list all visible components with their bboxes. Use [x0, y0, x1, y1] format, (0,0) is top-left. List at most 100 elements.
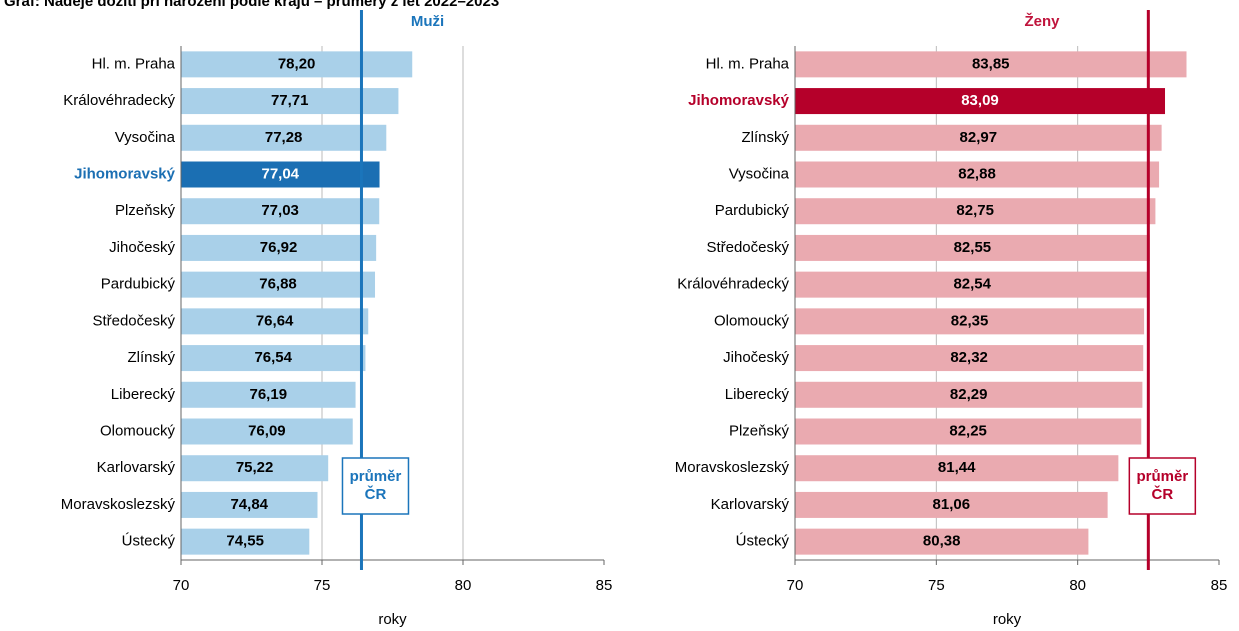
x-tick-label: 70	[787, 577, 804, 594]
category-label: Jihočeský	[723, 349, 789, 366]
value-label: 76,19	[250, 386, 288, 403]
annotation: ČR	[1151, 485, 1173, 503]
bar	[181, 124, 387, 151]
x-axis-label: roky	[993, 611, 1022, 628]
category-label: Plzeňský	[115, 202, 176, 219]
category-label: Hl. m. Praha	[706, 55, 790, 72]
x-tick-label: 75	[314, 577, 331, 594]
category-label: Moravskoslezský	[61, 496, 176, 513]
category-label: Karlovarský	[97, 459, 176, 476]
value-label: 76,54	[254, 349, 292, 366]
bar	[181, 455, 329, 482]
value-label: 82,75	[956, 202, 994, 219]
annotation: průměr	[1136, 468, 1188, 485]
bar	[795, 161, 1160, 188]
category-label: Královéhradecký	[63, 92, 175, 109]
value-label: 74,84	[230, 496, 268, 513]
chart-title: Muži	[411, 13, 444, 30]
bar	[795, 198, 1156, 225]
category-label: Jihočeský	[109, 239, 175, 256]
category-label: Zlínský	[741, 129, 789, 146]
category-label: Plzeňský	[729, 422, 790, 439]
bar	[795, 455, 1119, 482]
bar	[181, 271, 376, 298]
value-label: 82,25	[949, 422, 987, 439]
bar	[181, 198, 380, 225]
value-label: 75,22	[236, 459, 274, 476]
category-label: Hl. m. Praha	[92, 55, 176, 72]
value-label: 82,88	[958, 165, 996, 182]
bar	[181, 381, 356, 408]
category-label: Moravskoslezský	[675, 459, 790, 476]
bar	[795, 491, 1108, 518]
category-label: Ústecký	[736, 533, 790, 550]
bar	[795, 124, 1162, 151]
value-label: 82,32	[950, 349, 988, 366]
category-label: Jihomoravský	[688, 92, 790, 109]
value-label: 82,97	[960, 129, 998, 146]
bar	[795, 88, 1166, 115]
category-label: Zlínský	[127, 349, 175, 366]
category-label: Jihomoravský	[74, 165, 176, 182]
bar	[795, 234, 1150, 261]
bar	[795, 271, 1150, 298]
bar	[795, 51, 1187, 78]
category-label: Středočeský	[706, 239, 789, 256]
category-label: Středočeský	[92, 312, 175, 329]
x-tick-label: 70	[173, 577, 190, 594]
value-label: 76,92	[260, 239, 298, 256]
value-label: 77,28	[265, 129, 303, 146]
value-label: 82,55	[954, 239, 992, 256]
value-label: 78,20	[278, 55, 316, 72]
x-tick-label: 80	[455, 577, 472, 594]
bar	[181, 234, 377, 261]
category-label: Liberecký	[725, 386, 790, 403]
value-label: 83,09	[961, 92, 999, 109]
page-title: Graf: Naděje dožití při narození podle k…	[4, 0, 499, 10]
category-label: Pardubický	[715, 202, 790, 219]
annotation-box	[341, 457, 410, 515]
category-label: Ústecký	[122, 533, 176, 550]
value-label: 77,03	[261, 202, 299, 219]
category-label: Olomoucký	[714, 312, 790, 329]
value-label: 82,54	[953, 276, 991, 293]
bar	[181, 491, 318, 518]
bar	[181, 161, 380, 188]
value-label: 83,85	[972, 55, 1010, 72]
bar	[181, 308, 369, 335]
x-tick-label: 80	[1069, 577, 1086, 594]
annotation-box	[1128, 457, 1197, 515]
value-label: 76,09	[248, 422, 286, 439]
annotation: ČR	[365, 485, 387, 503]
bar	[181, 345, 366, 372]
value-label: 81,44	[938, 459, 976, 476]
value-label: 77,71	[271, 92, 309, 109]
annotation: průměr	[350, 468, 402, 485]
value-label: 81,06	[933, 496, 971, 513]
bar	[795, 418, 1142, 445]
category-label: Olomoucký	[100, 422, 176, 439]
x-tick-label: 85	[1211, 577, 1228, 594]
x-tick-label: 85	[596, 577, 613, 594]
value-label: 80,38	[923, 533, 961, 550]
category-label: Pardubický	[101, 276, 176, 293]
category-label: Královéhradecký	[677, 276, 789, 293]
value-label: 82,29	[950, 386, 988, 403]
bar	[181, 528, 310, 555]
x-axis-label: roky	[378, 611, 407, 628]
chart-title: Ženy	[1024, 12, 1060, 30]
category-label: Vysočina	[115, 129, 176, 146]
bar	[795, 345, 1144, 372]
bar	[181, 51, 413, 78]
bar	[795, 308, 1145, 335]
category-label: Karlovarský	[711, 496, 790, 513]
value-label: 76,88	[259, 276, 297, 293]
bar	[795, 528, 1089, 555]
bar	[181, 418, 353, 445]
category-label: Liberecký	[111, 386, 176, 403]
bar	[795, 381, 1143, 408]
category-label: Vysočina	[729, 165, 790, 182]
value-label: 82,35	[951, 312, 989, 329]
x-tick-label: 75	[928, 577, 945, 594]
